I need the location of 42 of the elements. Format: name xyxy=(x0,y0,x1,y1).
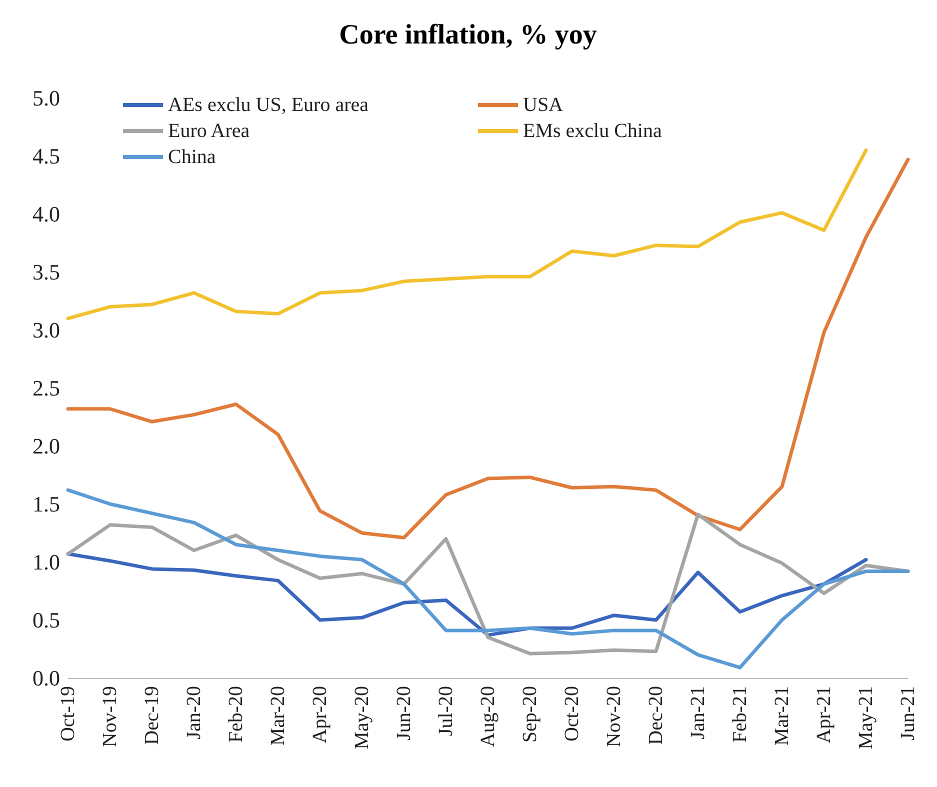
y-tick-label: 2.0 xyxy=(32,434,60,458)
x-tick-label: Jun-20 xyxy=(393,686,415,740)
line-series xyxy=(66,512,910,656)
legend-label: EMs exclu China xyxy=(523,120,662,142)
x-tick-label: May-21 xyxy=(855,686,877,750)
x-tick-label: Jul-20 xyxy=(435,686,457,736)
y-tick-label: 1.0 xyxy=(32,550,60,574)
y-tick-label: 5.0 xyxy=(32,86,60,110)
line-series xyxy=(66,552,868,637)
x-tick-label: Feb-20 xyxy=(225,686,247,743)
x-tick-label: Dec-20 xyxy=(645,686,667,745)
x-tick-label: Jan-20 xyxy=(183,686,205,740)
x-tick-label: Oct-20 xyxy=(561,686,583,742)
x-tick-label: Dec-19 xyxy=(141,686,163,745)
x-tick-label: Jun-21 xyxy=(897,686,919,740)
x-tick-label: May-20 xyxy=(351,686,373,750)
x-tick-label: Jan-21 xyxy=(687,686,709,740)
y-tick-label: 3.5 xyxy=(32,260,60,284)
x-tick-label: Nov-19 xyxy=(99,686,121,748)
x-tick-label: Nov-20 xyxy=(603,686,625,748)
line-series xyxy=(66,148,868,320)
x-tick-label: Mar-21 xyxy=(771,686,793,746)
legend-label: Euro Area xyxy=(168,120,250,142)
x-tick-label: Mar-20 xyxy=(267,686,289,746)
y-tick-label: 2.5 xyxy=(32,376,60,400)
y-tick-label: 1.5 xyxy=(32,492,60,516)
legend-label: USA xyxy=(523,94,564,116)
x-tick-label: Feb-21 xyxy=(729,686,751,743)
x-tick-label: Apr-21 xyxy=(813,686,835,744)
legend-label: China xyxy=(168,146,216,168)
line-series xyxy=(66,488,910,670)
x-tick-label: Aug-20 xyxy=(477,686,499,748)
y-tick-label: 3.0 xyxy=(32,318,60,342)
x-tick-label: Apr-20 xyxy=(309,686,331,744)
legend-label: AEs exclu US, Euro area xyxy=(168,94,369,116)
x-tick-label: Oct-19 xyxy=(57,686,79,742)
chart-title: Core inflation, % yoy xyxy=(339,20,597,50)
y-tick-label: 0.0 xyxy=(32,666,60,690)
y-tick-label: 4.5 xyxy=(32,144,60,168)
y-tick-label: 0.5 xyxy=(32,608,60,632)
x-tick-label: Sep-20 xyxy=(519,686,541,743)
y-tick-label: 4.0 xyxy=(32,202,60,226)
